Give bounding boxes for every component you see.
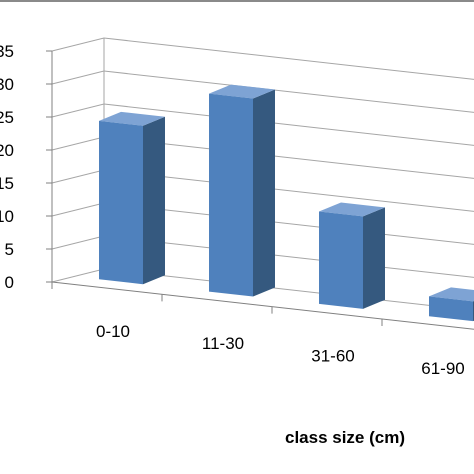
axes <box>46 50 474 330</box>
bar-front-face <box>429 296 473 322</box>
bar-side-face <box>363 207 385 309</box>
bars <box>99 84 474 322</box>
x-axis-title: class size (cm) <box>285 428 405 447</box>
x-axis-line <box>51 281 474 330</box>
bar-side-face <box>253 89 275 297</box>
gridline <box>51 37 474 80</box>
bar-front-face <box>99 120 143 285</box>
bar <box>429 287 474 322</box>
y-tick-label: 0 <box>5 273 14 292</box>
bar-front-face <box>209 93 253 297</box>
bar <box>209 84 275 297</box>
frame-border <box>0 0 474 2</box>
y-tick-label: 15 <box>0 174 14 193</box>
x-category-label: 61-90 <box>421 359 464 378</box>
bar-top-face <box>99 111 165 126</box>
bar-side-face <box>143 116 165 285</box>
y-tick-label: 30 <box>0 75 14 94</box>
bar <box>99 111 165 285</box>
labels: 0 5 10 15 20 25 30 35 0-10 11-30 31-60 61-90 <box>0 42 465 378</box>
bar <box>319 202 385 309</box>
x-category-label: 31-60 <box>311 346 354 365</box>
bar-top-face <box>429 287 474 302</box>
x-category-label: 0-10 <box>96 322 130 341</box>
bar-top-face <box>209 84 275 99</box>
y-tick-label: 25 <box>0 108 14 127</box>
y-tick-label: 35 <box>0 42 14 61</box>
y-tick-label: 5 <box>5 240 14 259</box>
bar-front-face <box>319 211 363 309</box>
y-tick-label: 10 <box>0 207 14 226</box>
y-tick-label: 20 <box>0 141 14 160</box>
x-category-label: 11-30 <box>202 334 244 353</box>
bar-top-face <box>319 202 385 217</box>
